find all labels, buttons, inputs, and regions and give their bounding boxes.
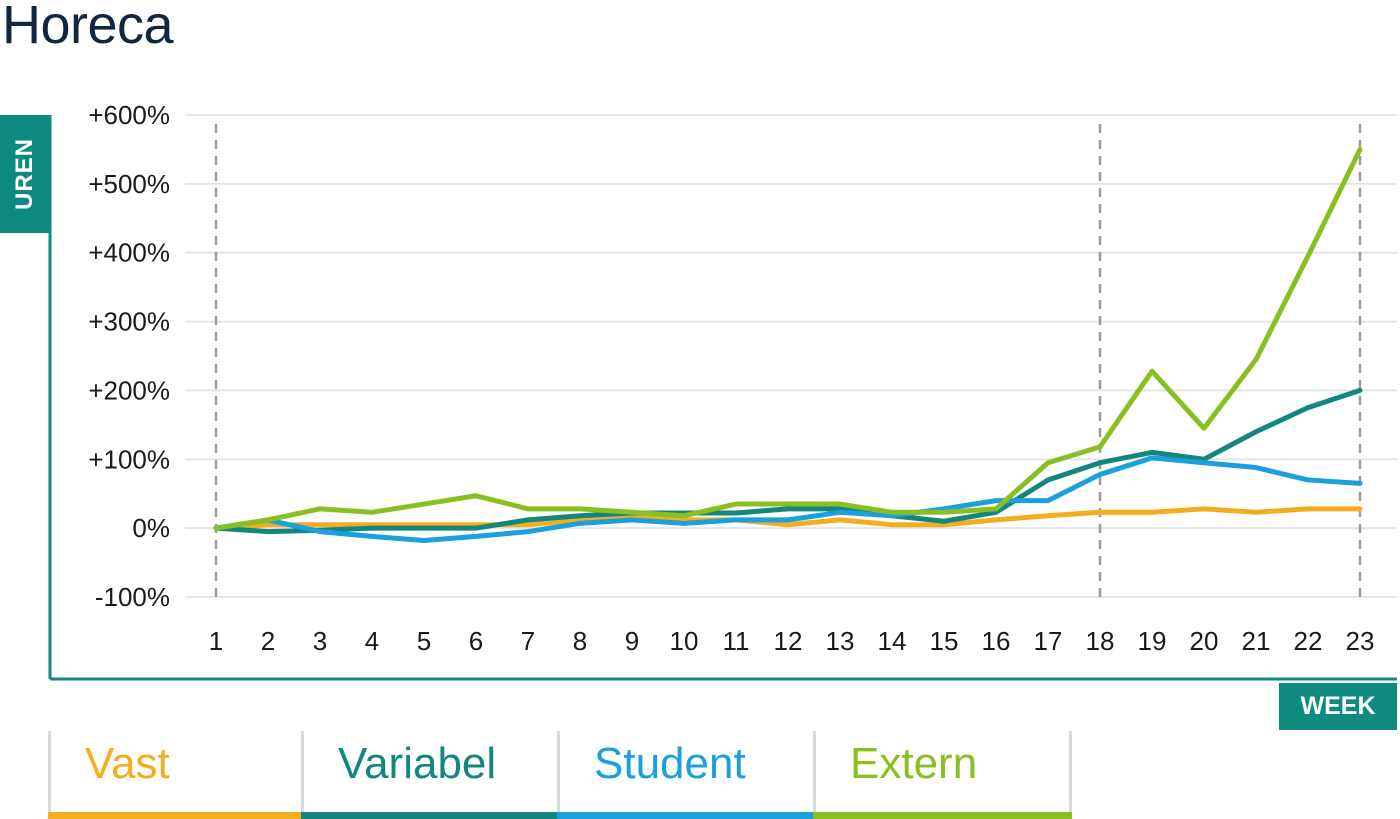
legend-label-vast: Vast: [85, 739, 170, 788]
x-tick-label: 14: [878, 626, 907, 656]
x-tick-label: 1: [209, 626, 223, 656]
y-tick-label: +100%: [88, 444, 170, 474]
x-tick-label: 11: [723, 626, 750, 656]
x-tick-label: 19: [1138, 626, 1167, 656]
y-tick-label: +500%: [88, 169, 170, 199]
legend-item-variabel[interactable]: Variabel: [301, 731, 560, 819]
x-tick-label: 13: [826, 626, 855, 656]
x-tick-label: 4: [365, 626, 379, 656]
x-tick-label: 9: [625, 626, 639, 656]
legend-item-vast[interactable]: Vast: [48, 731, 304, 819]
legend-label-variabel: Variabel: [338, 739, 497, 788]
x-tick-label: 8: [573, 626, 587, 656]
legend-label-student: Student: [594, 739, 746, 788]
x-tick-label: 23: [1346, 626, 1375, 656]
y-tick-label: +200%: [88, 375, 170, 405]
series-line-extern: [213, 146, 1363, 531]
x-tick-label: 20: [1190, 626, 1219, 656]
x-tick-label: 17: [1034, 626, 1063, 656]
y-tick-label: +400%: [88, 238, 170, 268]
x-tick-label: 7: [521, 626, 535, 656]
x-tick-labels: 1 2 3 4 5 6 7 8 9 10 11 12 13 14 15 16 17 18 19 20 21 22 23: [209, 626, 1375, 656]
legend-swatch-student: [557, 812, 816, 819]
y-axis-label-box: UREN: [0, 115, 50, 233]
y-tick-label: +300%: [88, 307, 170, 337]
y-tick-label: +600%: [88, 100, 170, 130]
series-line-vast: [213, 506, 1363, 531]
legend-swatch-vast: [48, 812, 304, 819]
y-tick-labels: -100% 0% +100% +200% +300% +400% +500% +600%: [88, 100, 170, 612]
legend-item-student[interactable]: Student: [557, 731, 816, 819]
legend-swatch-extern: [813, 812, 1072, 819]
y-tick-label: 0%: [132, 513, 170, 543]
x-tick-label: 12: [774, 626, 803, 656]
x-tick-label: 2: [261, 626, 275, 656]
legend: Vast Variabel Student Extern: [48, 731, 1072, 819]
x-tick-label: 22: [1294, 626, 1323, 656]
series-line-student: [213, 455, 1363, 544]
x-tick-label: 15: [930, 626, 959, 656]
legend-label-extern: Extern: [850, 739, 978, 788]
y-axis-label: UREN: [11, 137, 38, 211]
x-tick-label: 5: [417, 626, 431, 656]
x-tick-label: 21: [1242, 626, 1271, 656]
x-tick-label: 6: [469, 626, 483, 656]
chart-title: Horeca: [2, 0, 174, 55]
legend-item-extern[interactable]: Extern: [813, 731, 1072, 819]
series-line-variabel: [213, 387, 1363, 535]
x-tick-label: 18: [1086, 626, 1115, 656]
x-tick-label: 10: [670, 626, 699, 656]
y-tick-label: -100%: [95, 582, 170, 612]
series-lines: [213, 146, 1363, 544]
x-tick-label: 16: [982, 626, 1011, 656]
x-axis-label: WEEK: [1279, 683, 1397, 730]
legend-swatch-variabel: [301, 812, 560, 819]
x-tick-label: 3: [313, 626, 327, 656]
